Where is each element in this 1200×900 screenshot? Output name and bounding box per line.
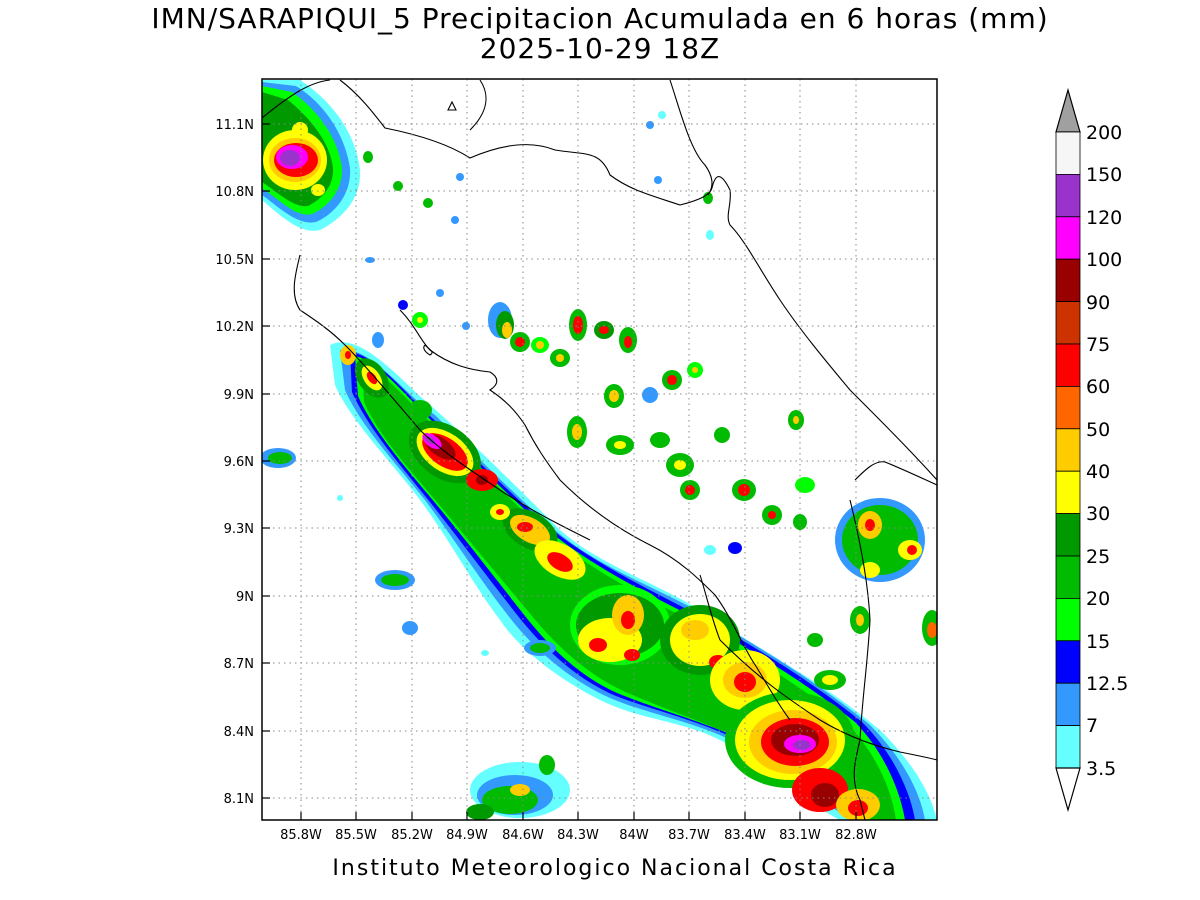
colorbar-swatch: [1055, 173, 1081, 218]
colorbar-swatch: [1055, 682, 1081, 727]
colorbar-label: 7: [1086, 715, 1098, 737]
lon-tick-label: 84.3W: [557, 828, 599, 843]
colorbar-swatch: [1055, 470, 1081, 515]
coastline-osa: [699, 574, 721, 641]
colorbar-swatch: [1055, 216, 1081, 260]
lon-tick-label: 83.7W: [668, 828, 710, 843]
lon-tick-label: 84.9W: [446, 828, 488, 843]
colorbar-top-triangle: [1055, 87, 1081, 133]
coastline-central-pacific: [419, 429, 591, 541]
island-ometepe: [447, 100, 457, 111]
colorbar-labels: 200 150 120 100 90 75 60 50 40 30 25 20 …: [1086, 122, 1128, 780]
map-title: IMN/SARAPIQUI_5 Precipitacion Acumulada …: [151, 2, 1049, 35]
lon-tick-label: 83.4W: [724, 828, 766, 843]
lat-tick-label: 9N: [236, 590, 254, 605]
colorbar-swatch: [1055, 725, 1081, 769]
lat-tick-label: 10.5N: [215, 253, 254, 268]
colorbar-label: 100: [1086, 249, 1122, 271]
colorbar-label: 90: [1086, 292, 1110, 314]
colorbar-swatch: [1055, 301, 1081, 345]
border-lake-caribbean: [339, 79, 937, 481]
colorbar-label: 120: [1086, 207, 1122, 229]
colorbar-swatch: [1055, 640, 1081, 684]
coastline-chiriqui: [719, 639, 937, 761]
lon-tick-labels: 85.8W 85.5W 85.2W 84.9W 84.6W 84.3W 84W …: [280, 828, 877, 843]
lat-tick-label: 9.9N: [224, 388, 254, 403]
colorbar-label: 50: [1086, 419, 1110, 441]
colorbar-swatch: [1055, 131, 1081, 175]
lon-tick-label: 85.2W: [391, 828, 433, 843]
lat-tick-label: 8.7N: [224, 657, 254, 672]
colorbar-label: 30: [1086, 503, 1110, 525]
coastline-pacific-north: [262, 79, 331, 119]
colorbar-label: 25: [1086, 546, 1110, 568]
colorbar-label: 20: [1086, 588, 1110, 610]
precip-cells-northwest: [262, 80, 361, 231]
colorbar-swatch: [1055, 555, 1081, 599]
lat-tick-label: 10.2N: [215, 320, 254, 335]
coastline-san-juan: [669, 79, 713, 196]
colorbar-swatch: [1055, 513, 1081, 557]
precip-cells-pacific: [340, 345, 880, 820]
coastline-bocas: [854, 461, 937, 486]
colorbar-bottom-triangle: [1055, 767, 1081, 813]
colorbar-swatch: [1055, 343, 1081, 387]
colorbar-swatch: [1055, 258, 1081, 303]
lon-tick-label: 84.6W: [502, 828, 544, 843]
lake-nicaragua-shore: [469, 79, 487, 131]
axis-ticks: [262, 123, 857, 820]
colorbar-label: 40: [1086, 461, 1110, 483]
coastlines: [262, 79, 937, 820]
lat-tick-labels: 11.1N 10.8N 10.5N 10.2N 9.9N 9.6N 9.3N 9…: [215, 118, 254, 807]
lon-tick-label: 83.1W: [779, 828, 821, 843]
lon-tick-label: 85.8W: [280, 828, 322, 843]
lat-tick-label: 8.4N: [224, 725, 254, 740]
colorbar: 200 150 120 100 90 75 60 50 40 30 25 20 …: [1055, 87, 1128, 813]
colorbar-label: 75: [1086, 334, 1110, 356]
coastline-pacific-nicoya: [293, 254, 421, 431]
lon-tick-label: 85.5W: [335, 828, 377, 843]
lat-tick-label: 11.1N: [215, 118, 254, 133]
island-chira: [423, 344, 433, 356]
lat-tick-label: 10.8N: [215, 185, 254, 200]
lat-tick-label: 8.1N: [224, 792, 254, 807]
precipitation-field: [262, 80, 937, 820]
coastline-gulf-nicoya: [399, 309, 791, 721]
colorbar-label: 12.5: [1086, 673, 1128, 695]
footer-credit: Instituto Meteorologico Nacional Costa R…: [332, 856, 898, 881]
lon-tick-label: 82.8W: [835, 828, 877, 843]
colorbar-label: 15: [1086, 631, 1110, 653]
colorbar-swatches: [1055, 131, 1081, 769]
colorbar-label: 60: [1086, 376, 1110, 398]
lat-tick-label: 9.3N: [224, 522, 254, 537]
map-subtitle-date: 2025-10-29 18Z: [479, 32, 721, 65]
colorbar-swatch: [1055, 598, 1081, 642]
lon-tick-label: 84W: [619, 828, 649, 843]
colorbar-label: 200: [1086, 122, 1122, 144]
colorbar-swatch: [1055, 428, 1081, 472]
lat-tick-label: 9.6N: [224, 455, 254, 470]
colorbar-label: 3.5: [1086, 758, 1116, 780]
colorbar-swatch: [1055, 385, 1081, 430]
map-frame: [261, 78, 938, 821]
map-grid: [262, 79, 937, 820]
colorbar-label: 150: [1086, 164, 1122, 186]
border-panama: [849, 499, 871, 820]
precip-cells-central: [262, 111, 937, 820]
